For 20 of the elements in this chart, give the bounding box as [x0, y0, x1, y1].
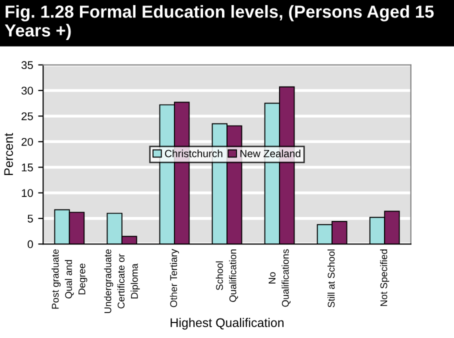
chart-title: Fig. 1.28 Formal Education levels, (Persons Aged 15 Years +) — [4, 5, 434, 40]
y-tick-label: 35 — [21, 61, 33, 70]
x-tick-label: Other Tertiary — [170, 248, 179, 308]
x-tick-label: School Qualification — [216, 250, 238, 302]
x-tick-label: Post graduate Qual and Degree — [52, 249, 88, 309]
y-tick-label: 20 — [22, 138, 33, 146]
legend-label: Christchurch — [165, 150, 222, 158]
x-tick-label: No Qualifications — [268, 249, 291, 307]
y-tick-label: 25 — [22, 112, 33, 120]
y-tick-label: 5 — [28, 214, 33, 223]
x-tick-label: Undergraduate Certificate or Diploma — [104, 249, 140, 313]
legend-label: New Zealand — [240, 150, 300, 158]
y-tick-label: 10 — [22, 189, 33, 197]
y-tick-label: 0 — [28, 240, 33, 248]
x-tick-label: Still at School — [328, 250, 335, 308]
y-axis-title: Percent — [4, 133, 14, 175]
y-tick-label: 30 — [21, 86, 33, 95]
y-tick-label: 15 — [22, 164, 33, 172]
x-tick-label: Not Specified — [380, 250, 390, 306]
x-axis-title: Highest Qualification — [170, 318, 284, 330]
